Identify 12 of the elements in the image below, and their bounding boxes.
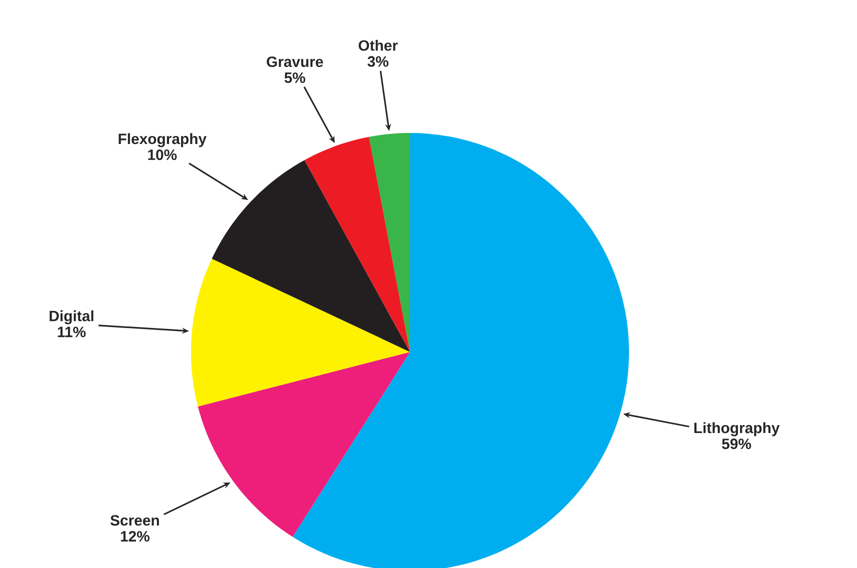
slice-label: Lithography bbox=[694, 422, 780, 436]
data-label: 3% bbox=[368, 56, 388, 67]
data-label: 12% bbox=[120, 531, 150, 542]
slice-label: Gravure bbox=[266, 56, 323, 68]
data-label: 10% bbox=[148, 149, 177, 160]
slice-label: Digital bbox=[50, 310, 94, 324]
data-label: 11% bbox=[58, 326, 86, 338]
slice-label: Flexography bbox=[118, 133, 207, 148]
data-label: 5% bbox=[284, 72, 306, 83]
slice-label: Screen bbox=[110, 515, 159, 526]
data-label: 59% bbox=[722, 438, 752, 450]
slice-label: Other bbox=[358, 40, 398, 51]
